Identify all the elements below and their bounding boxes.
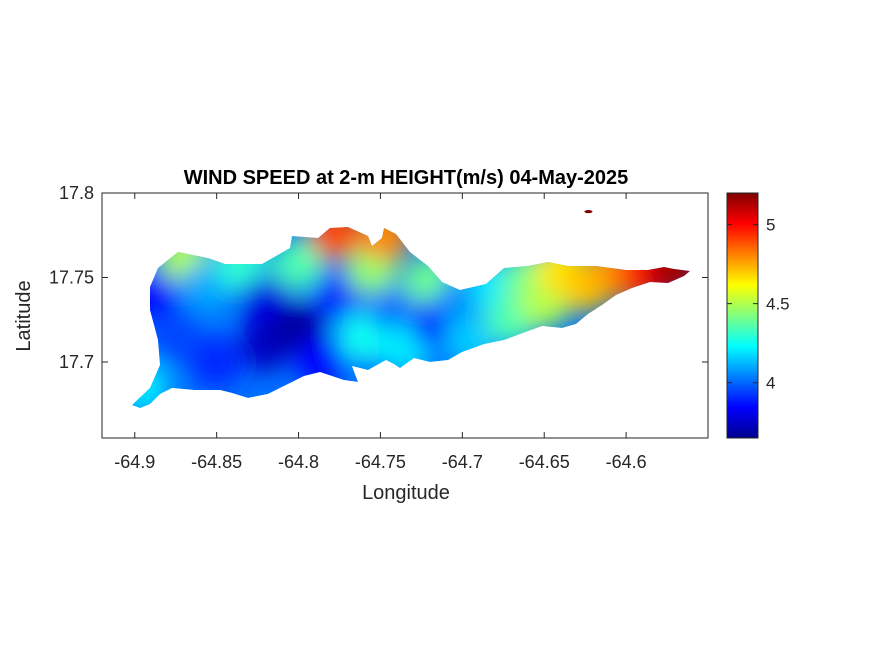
colorbar: [726, 192, 759, 439]
colorbar-tick-label: 5: [766, 216, 775, 235]
x-tick-label: -64.85: [191, 452, 242, 472]
colorbar-ticks: 44.55: [727, 216, 790, 393]
wind-region: [190, 335, 243, 388]
colorbar-tick-label: 4.5: [766, 295, 790, 314]
wind-region: [272, 237, 325, 290]
y-tick-label: 17.8: [59, 183, 94, 203]
y-tick-label: 17.75: [49, 267, 94, 287]
x-tick-label: -64.75: [355, 452, 406, 472]
x-tick-label: -64.8: [278, 452, 319, 472]
y-axis-label: Latitude: [13, 280, 35, 351]
x-tick-label: -64.9: [114, 452, 155, 472]
chart-title: WIND SPEED at 2-m HEIGHT(m/s) 04-May-202…: [184, 167, 629, 189]
y-tick-label: 17.7: [59, 352, 94, 372]
x-axis-label: Longitude: [362, 482, 450, 504]
axes: -64.9 -64.85 -64.8 -64.75 -64.7 -64.65 -64.6 17…: [49, 183, 708, 472]
wind-region: [359, 227, 412, 262]
x-tick-label: -64.65: [519, 452, 570, 472]
x-tick-label: -64.7: [442, 452, 483, 472]
colorbar-tick-label: 4: [766, 374, 775, 393]
x-tick-label: -64.6: [606, 452, 647, 472]
islet-region: [584, 209, 593, 214]
wind-region: [149, 310, 202, 363]
islet: [584, 209, 593, 214]
wind-region: [308, 227, 361, 260]
